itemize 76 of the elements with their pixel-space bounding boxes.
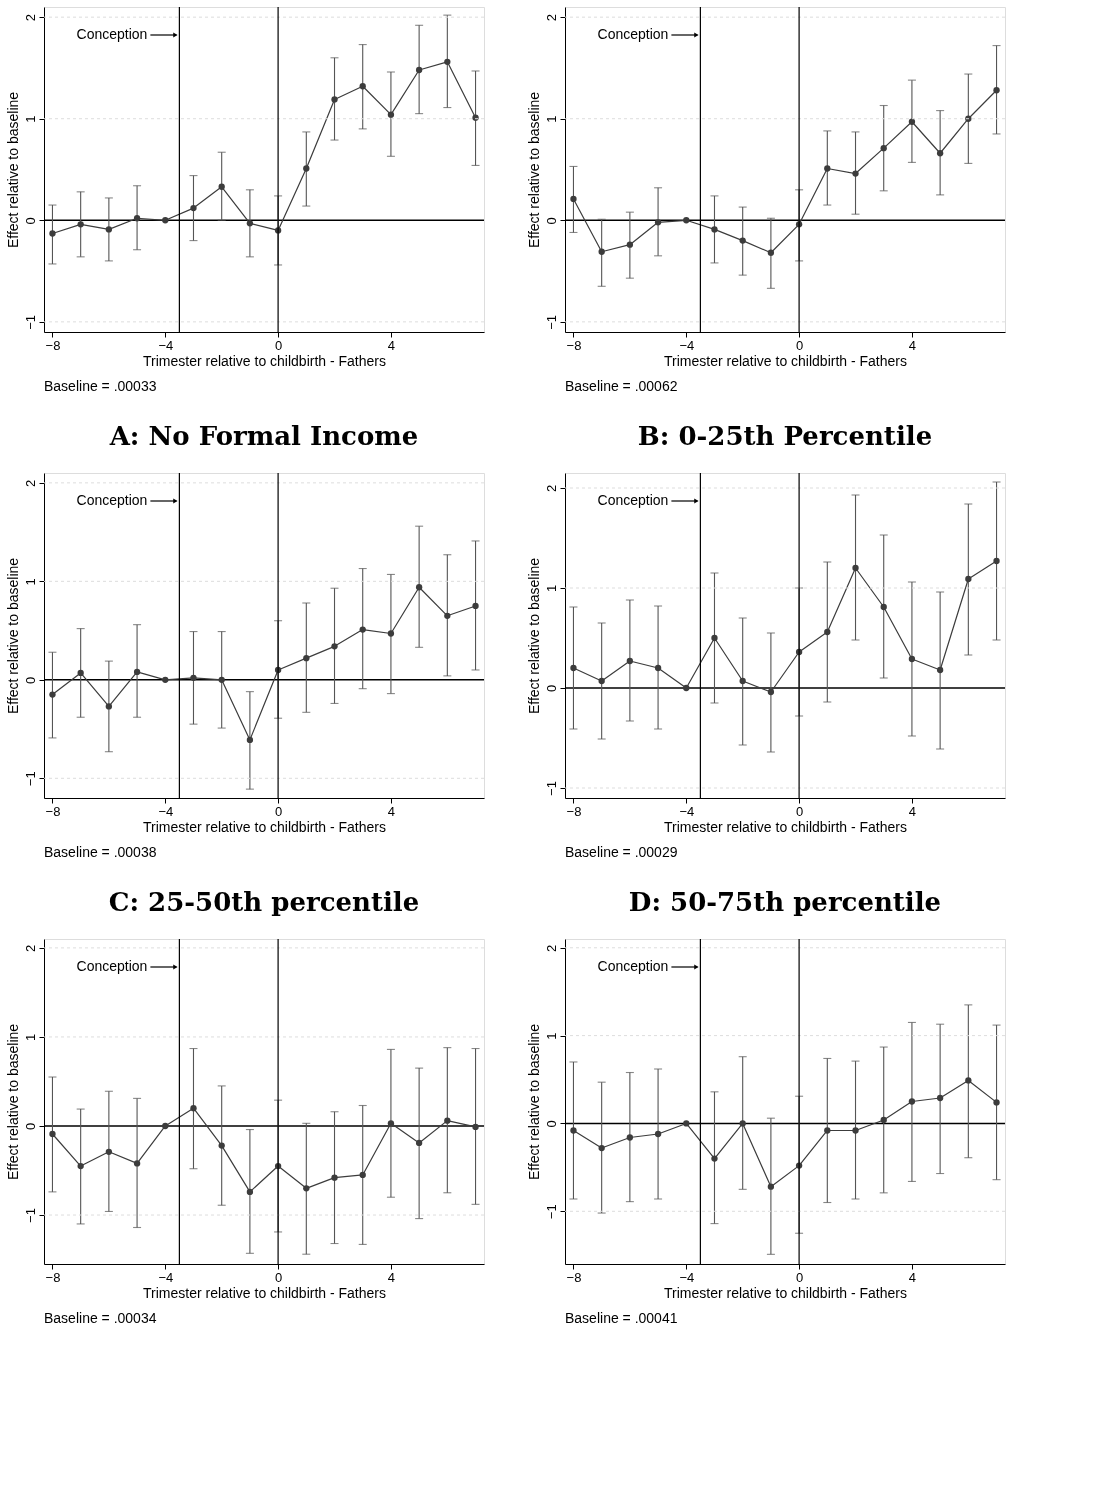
x-tick-label: −8 xyxy=(566,337,582,353)
x-axis-title: Trimester relative to childbirth - Fathers xyxy=(143,1284,386,1301)
ref-line-label: Conception xyxy=(597,958,669,974)
text: Baseline = .00041 xyxy=(565,1310,678,1326)
y-tick-label: 2 xyxy=(22,14,38,22)
text: Baseline = .00034 xyxy=(44,1310,157,1326)
text: C: 25-50th percentile xyxy=(108,887,420,917)
y-tick-label: −1 xyxy=(543,781,559,796)
text: Baseline = .00033 xyxy=(44,378,157,394)
y-tick-label: −1 xyxy=(22,314,38,330)
x-tick-label: −8 xyxy=(45,337,61,353)
y-tick-label: 1 xyxy=(543,584,559,593)
text: Baseline = .00029 xyxy=(565,844,678,860)
x-axis-title: Trimester relative to childbirth - Fathers xyxy=(143,352,386,369)
text: Baseline = .00038 xyxy=(44,844,157,860)
y-tick-label: 1 xyxy=(22,115,38,123)
text: B: 0-25th Percentile xyxy=(637,421,933,451)
y-tick-label: 1 xyxy=(543,115,559,123)
y-tick-label: 1 xyxy=(22,1033,38,1042)
y-tick-label: 0 xyxy=(22,217,38,225)
x-tick-label: 0 xyxy=(274,337,283,353)
x-tick-label: −4 xyxy=(679,803,695,819)
y-tick-label: 2 xyxy=(543,14,559,22)
x-tick-label: 4 xyxy=(387,803,396,819)
y-tick-label: −1 xyxy=(543,314,559,330)
y-tick-label: −1 xyxy=(22,771,38,787)
y-tick-label: −1 xyxy=(22,1208,38,1223)
y-axis-title: Effect relative to baseline xyxy=(4,557,21,715)
text: D: 50-75th percentile xyxy=(628,887,942,917)
x-tick-label: 4 xyxy=(387,337,396,353)
ref-line-label: Conception xyxy=(76,958,148,974)
y-axis-title: Effect relative to baseline xyxy=(525,91,542,249)
y-tick-label: 0 xyxy=(543,217,559,225)
x-tick-label: 4 xyxy=(908,803,917,819)
y-tick-label: 2 xyxy=(543,944,559,952)
y-tick-label: 2 xyxy=(22,479,38,487)
y-tick-label: 1 xyxy=(543,1032,559,1040)
text: A: No Formal Income xyxy=(108,421,419,451)
text: Baseline = .00062 xyxy=(565,378,678,394)
x-tick-label: 4 xyxy=(387,1269,396,1285)
y-tick-label: 2 xyxy=(22,944,38,953)
x-tick-label: 4 xyxy=(908,1269,917,1285)
ref-line-label: Conception xyxy=(76,492,148,508)
x-tick-label: −8 xyxy=(45,1269,61,1285)
x-tick-label: 0 xyxy=(274,1269,283,1285)
y-axis-title: Effect relative to baseline xyxy=(4,1023,21,1181)
y-axis-title: Effect relative to baseline xyxy=(525,557,542,715)
x-tick-label: −4 xyxy=(158,1269,174,1285)
x-axis-title: Trimester relative to childbirth - Fathers xyxy=(664,1284,907,1301)
x-tick-label: 0 xyxy=(795,337,804,353)
x-axis-title: Trimester relative to childbirth - Fathers xyxy=(664,352,907,369)
y-tick-label: −1 xyxy=(543,1204,559,1220)
ref-line-label: Conception xyxy=(597,26,669,42)
ref-line-label: Conception xyxy=(76,26,148,42)
y-tick-label: 1 xyxy=(22,578,38,586)
y-axis-title: Effect relative to baseline xyxy=(4,91,21,249)
y-tick-label: 2 xyxy=(543,484,559,493)
x-tick-label: −4 xyxy=(679,337,695,353)
x-tick-label: −4 xyxy=(679,1269,695,1285)
x-tick-label: −8 xyxy=(45,803,61,819)
x-tick-label: 0 xyxy=(795,1269,804,1285)
x-axis-title: Trimester relative to childbirth - Fathers xyxy=(143,818,386,835)
y-axis-title: Effect relative to baseline xyxy=(525,1023,542,1181)
x-tick-label: 4 xyxy=(908,337,917,353)
x-tick-label: 0 xyxy=(795,803,804,819)
x-tick-label: −8 xyxy=(566,1269,582,1285)
x-tick-label: −4 xyxy=(158,803,174,819)
x-tick-label: −4 xyxy=(158,337,174,353)
y-tick-label: 0 xyxy=(543,1120,559,1128)
x-axis-title: Trimester relative to childbirth - Fathers xyxy=(664,818,907,835)
x-tick-label: −8 xyxy=(566,803,582,819)
y-tick-label: 0 xyxy=(22,676,38,684)
ref-line-label: Conception xyxy=(597,492,669,508)
y-tick-label: 0 xyxy=(543,684,559,693)
y-tick-label: 0 xyxy=(22,1122,38,1131)
x-tick-label: 0 xyxy=(274,803,283,819)
